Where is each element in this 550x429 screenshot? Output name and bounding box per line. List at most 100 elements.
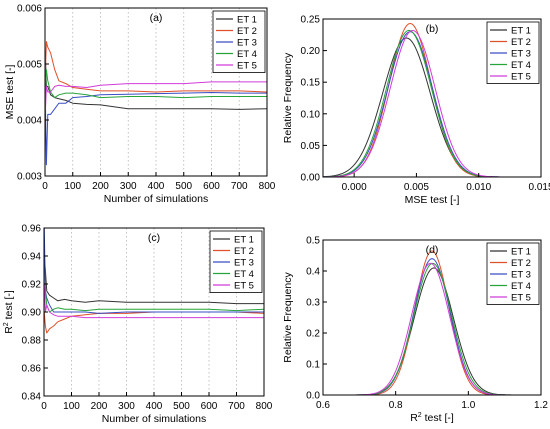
y-tick-label: 0.003 [17, 172, 42, 183]
y-tick-label: 0.3 [306, 298, 320, 309]
legend: ET 1ET 2ET 3ET 4ET 5 [486, 21, 540, 84]
y-tick-label: 0.004 [17, 116, 42, 127]
series-line-et-2 [45, 41, 267, 93]
x-tick-label: 1.2 [534, 400, 548, 411]
y-tick-label: 0.86 [22, 364, 42, 375]
x-tick-label: 0.015 [528, 182, 550, 193]
y-tick-label: 0.006 [17, 4, 42, 15]
y-tick-label: 0.00 [301, 173, 321, 184]
legend-label: ET 4 [511, 281, 531, 292]
legend: ET 1ET 2ET 3ET 4ET 5 [486, 242, 540, 305]
x-axis-label: Number of simulations [104, 193, 208, 205]
chart-panel-2: 0.000 0.005 0.010 0.015 0.00 0.05 0.10 0.15 0.20… [282, 15, 550, 207]
panel-label: (b) [426, 23, 439, 35]
x-axis-label: Number of simulations [102, 413, 206, 425]
legend-label: ET 1 [511, 247, 531, 258]
y-tick-label: 0.4 [306, 267, 320, 278]
plot-area [44, 228, 264, 334]
x-tick-label: 0 [41, 401, 47, 412]
series-line-et-5 [45, 81, 267, 115]
legend-label: ET 5 [237, 61, 257, 72]
x-tick-label: 800 [256, 401, 273, 412]
series-line-et-1 [45, 52, 267, 110]
y-axis-label: Relative Frequency [282, 272, 294, 363]
legend-label: ET 5 [234, 281, 254, 292]
x-tick-label: 400 [148, 181, 165, 192]
y-tick-label: 0.84 [22, 392, 42, 403]
y-tick-label: 0.88 [22, 336, 42, 347]
x-tick-label: 0.005 [404, 182, 429, 193]
series-line-et-5 [44, 283, 264, 319]
y-tick-label: 0.0 [306, 391, 320, 402]
legend-label: ET 3 [511, 270, 531, 281]
x-tick-label: 1.0 [461, 400, 475, 411]
legend-label: ET 2 [234, 246, 254, 257]
x-tick-label: 0.000 [342, 182, 367, 193]
plot-area [45, 41, 267, 166]
y-tick-label: 0.1 [306, 360, 320, 371]
y-tick-label: 0.5 [306, 236, 320, 247]
y-tick-label: 0.90 [22, 308, 42, 319]
x-tick-label: 200 [91, 401, 108, 412]
legend-label: ET 2 [511, 258, 531, 269]
series-line-et-4 [45, 69, 267, 99]
y-tick-label: 0.2 [306, 329, 320, 340]
x-tick-label: 100 [64, 181, 81, 192]
y-axis-label: R2 test [-] [3, 290, 15, 334]
x-axis-label: R2 test [-] [410, 412, 454, 424]
y-tick-label: 0.05 [301, 141, 321, 152]
x-tick-label: 300 [118, 401, 135, 412]
x-tick-label: 400 [146, 401, 163, 412]
legend: ET 1ET 2ET 3ET 4ET 5 [209, 230, 263, 293]
y-tick-label: 0.15 [301, 78, 321, 89]
series-line-et-3 [45, 91, 267, 166]
legend-label: ET 1 [234, 235, 254, 246]
legend-label: ET 3 [511, 49, 531, 60]
x-tick-label: 0 [42, 181, 48, 192]
y-tick-label: 0.25 [301, 15, 321, 26]
x-tick-label: 100 [63, 401, 80, 412]
y-tick-label: 0.005 [17, 60, 42, 71]
legend-label: ET 3 [237, 38, 257, 49]
legend-label: ET 1 [237, 15, 257, 26]
x-tick-label: 800 [259, 181, 276, 192]
legend-label: ET 4 [237, 49, 257, 60]
panel-label: (c) [148, 232, 160, 244]
panel-label: (d) [426, 244, 439, 256]
y-tick-label: 0.10 [301, 109, 321, 120]
legend-label: ET 2 [237, 26, 257, 37]
x-tick-label: 0.8 [389, 400, 403, 411]
legend-label: ET 4 [511, 60, 531, 71]
legend: ET 1ET 2ET 3ET 4ET 5 [212, 10, 266, 73]
y-tick-label: 0.96 [22, 224, 42, 235]
legend-label: ET 4 [234, 269, 254, 280]
series-line-et-2 [44, 311, 264, 334]
x-tick-label: 600 [201, 401, 218, 412]
y-axis-label: MSE test [-] [4, 64, 16, 119]
chart-panel-4: 0.6 0.8 1.0 1.2 0.0 0.1 0.2 0.3 0.4 0.5 (d) R2 test… [282, 236, 548, 425]
x-tick-label: 200 [92, 181, 109, 192]
x-tick-label: 600 [203, 181, 220, 192]
chart-panel-3: 0 100 200 300 400 500 600 700 800 0.84 0.86 0.88 0.9… [3, 224, 273, 426]
x-tick-label: 300 [120, 181, 137, 192]
x-tick-label: 0.010 [466, 182, 491, 193]
legend-label: ET 5 [511, 293, 531, 304]
x-tick-label: 700 [231, 181, 248, 192]
x-axis-label: MSE test [-] [405, 194, 460, 206]
chart-panel-1: 0 100 200 300 400 500 600 700 800 0.003 0.004 0.005… [4, 4, 276, 206]
series-line-et-1 [44, 255, 264, 305]
x-tick-label: 700 [228, 401, 245, 412]
axes-frame [322, 18, 542, 178]
y-tick-label: 0.20 [301, 46, 321, 57]
legend-label: ET 1 [511, 26, 531, 37]
x-tick-label: 500 [175, 181, 192, 192]
x-tick-label: 500 [173, 401, 190, 412]
legend-label: ET 2 [511, 37, 531, 48]
panel-label: (a) [150, 12, 163, 24]
y-axis-label: Relative Frequency [282, 52, 294, 143]
x-tick-label: 0.6 [316, 400, 330, 411]
legend-label: ET 5 [511, 72, 531, 83]
legend-label: ET 3 [234, 258, 254, 269]
y-tick-label: 0.94 [22, 252, 42, 263]
